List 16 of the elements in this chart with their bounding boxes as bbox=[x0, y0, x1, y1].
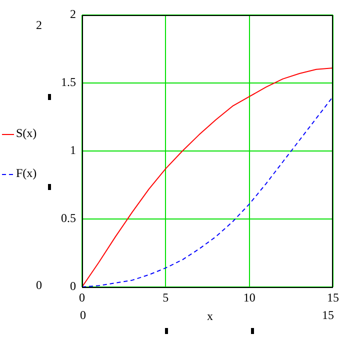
x-tick-label: 15 bbox=[327, 290, 339, 304]
text: 0 bbox=[36, 278, 42, 293]
x-axis-title: x bbox=[207, 309, 213, 324]
y-tick-label: 2 bbox=[70, 7, 76, 22]
text: 15 bbox=[322, 308, 334, 323]
y-tick-label: 0 bbox=[70, 279, 76, 294]
x-tick-label: 5 bbox=[162, 290, 169, 304]
x-tick-label: 0 bbox=[79, 290, 85, 304]
y-tick-label: 1.5 bbox=[61, 75, 76, 90]
legend-label: S(x) bbox=[16, 126, 37, 140]
x-tick-label: 10 bbox=[243, 290, 256, 304]
text: 2 bbox=[36, 18, 42, 33]
legend-label: F(x) bbox=[16, 166, 37, 180]
y-tick-label: 1 bbox=[70, 143, 76, 158]
text: 0 bbox=[80, 308, 86, 323]
y-tick-label: 0.5 bbox=[61, 211, 76, 226]
